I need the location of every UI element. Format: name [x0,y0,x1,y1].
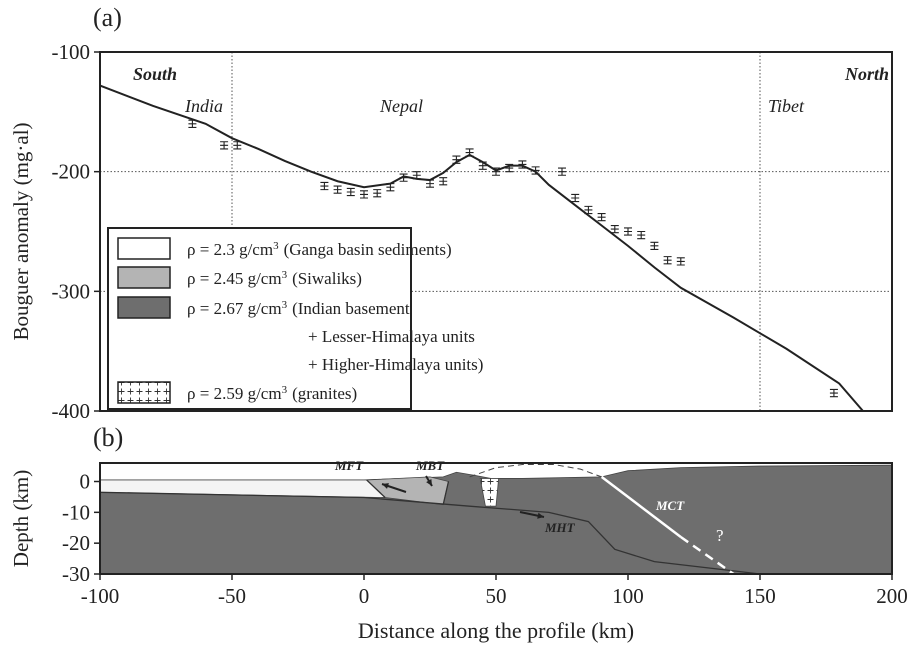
geologic-unit [479,478,500,507]
y-tick-label: -300 [52,279,91,303]
x-tick-label: 150 [744,584,776,608]
legend-unit-exponent: 3 [273,240,279,252]
error-bar [386,183,395,192]
annotation: South [133,64,177,84]
legend-density: ρ = 2.67 g/cm [187,299,282,318]
error-bar [333,185,342,194]
y-axis-title: Bouguer anomaly (mg·al) [9,122,33,340]
error-bar [610,224,619,234]
y-tick-label: -200 [52,160,91,184]
fault-line [442,481,450,505]
error-bar [492,167,500,176]
error-bar [320,181,329,191]
x-tick-label: 200 [876,584,908,608]
eroded-outline [469,464,602,478]
x-tick-label: -100 [81,584,120,608]
error-bar [373,189,382,198]
y-tick-label: -100 [52,40,91,64]
plot-frame [99,462,893,575]
annotation: North [844,64,889,84]
slip-arrowhead [382,483,389,489]
error-bar [360,190,368,199]
legend-label: ρ = 2.67 g/cm3 (Indian basement [187,299,410,318]
legend-description: (Ganga basin sediments) [284,240,452,259]
annotation: Tibet [768,96,805,116]
error-bar [650,241,659,250]
legend-label: ρ = 2.45 g/cm3 (Siwaliks) [187,269,362,288]
legend-description: + Higher-Himalaya units) [308,355,483,374]
fault-label: MHT [544,520,576,535]
error-bar [188,119,197,128]
legend-description: + Lesser-Himalaya units [308,327,475,346]
error-bar [663,256,672,265]
legend-density: ρ = 2.3 g/cm [187,240,273,259]
fault-label: MBT [415,458,445,473]
slip-arrowhead [426,479,432,486]
x-tick-label: 50 [486,584,507,608]
error-bar [531,166,540,175]
error-bar [465,148,474,157]
legend-description: (granites) [292,384,357,403]
x-axis-title: Distance along the profile (km) [358,618,634,643]
error-bar [597,213,606,222]
y-tick-label: -400 [52,399,91,423]
x-tick-label: 100 [612,584,644,608]
fault-label: MFT [334,458,364,473]
error-bar [346,187,355,197]
y-tick-label: -10 [62,500,90,524]
fault-line [600,475,682,538]
y-tick-label: 0 [80,470,91,494]
error-bar [584,205,593,215]
legend-swatch [117,296,171,319]
y-tick-label: -20 [62,531,90,555]
y-tick-label: -30 [62,562,90,586]
error-bar [220,141,229,150]
error-bar [505,163,514,173]
plot-frame [99,51,893,412]
x-tick-label: -50 [218,584,246,608]
error-bar [399,173,408,182]
error-bar [426,179,434,188]
error-bar [829,388,838,398]
uncertain-fault [680,535,735,576]
legend-label: ρ = 2.3 g/cm3 (Ganga basin sediments) [187,240,452,259]
y-axis-title: Depth (km) [9,470,33,567]
error-bar [478,161,487,170]
error-bar [676,257,685,266]
fault-query: ? [716,526,724,545]
error-bar [233,141,242,150]
x-tick-label: 0 [359,584,370,608]
legend-description: (Siwaliks) [292,269,362,288]
legend-unit-exponent: 3 [282,384,288,396]
legend-swatch [117,381,171,404]
legend-unit-exponent: 3 [282,299,288,311]
error-bar [571,193,580,203]
annotation: India [184,96,223,116]
legend-unit-exponent: 3 [282,269,288,281]
legend-label: ρ = 2.59 g/cm3 (granites) [187,384,357,403]
error-bar [412,171,421,180]
error-bar [637,230,646,240]
error-bar [439,177,448,186]
legend-description: (Indian basement [292,299,410,318]
legend-density: ρ = 2.59 g/cm [187,384,282,403]
error-bar [558,167,566,176]
annotation: Nepal [379,96,423,116]
error-bar [452,155,461,164]
fault-label: MCT [655,498,685,513]
fault-line [366,479,386,499]
error-bar [624,227,632,236]
fault-line [99,491,761,575]
legend-swatch [117,237,171,260]
legend-swatch [117,266,171,289]
slip-arrowhead [537,512,544,519]
legend-density: ρ = 2.45 g/cm [187,269,282,288]
panel-label: (b) [93,423,123,452]
panel-label: (a) [93,3,122,32]
error-bar [518,160,527,169]
